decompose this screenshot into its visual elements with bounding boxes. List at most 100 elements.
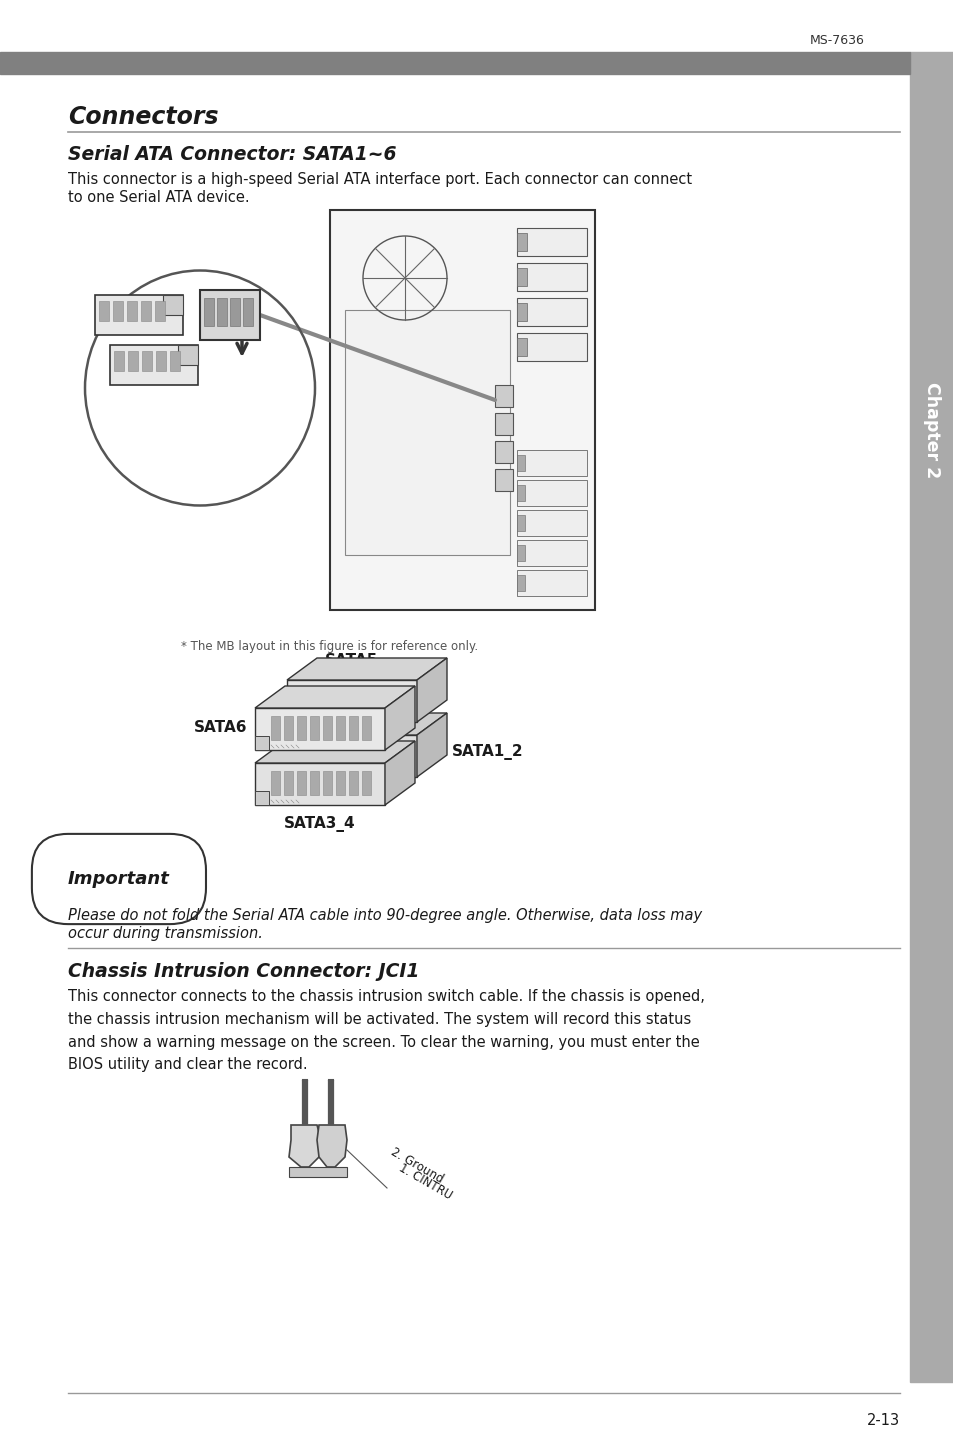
Bar: [394, 743, 402, 768]
Bar: [517, 268, 526, 286]
Bar: [216, 298, 227, 326]
Bar: [517, 304, 526, 321]
Text: Please do not fold the Serial ATA cable into 90-degree angle. Otherwise, data lo: Please do not fold the Serial ATA cable …: [68, 908, 701, 924]
Bar: [394, 687, 402, 712]
Text: to one Serial ATA device.: to one Serial ATA device.: [68, 190, 250, 205]
Polygon shape: [287, 763, 301, 778]
Bar: [141, 301, 151, 321]
Bar: [517, 576, 524, 591]
Bar: [271, 716, 280, 740]
Bar: [361, 716, 371, 740]
Bar: [0, 52, 909, 74]
Bar: [909, 52, 953, 1382]
Text: MS-7636: MS-7636: [809, 34, 864, 47]
Bar: [154, 301, 165, 321]
Bar: [517, 480, 586, 505]
Bar: [330, 211, 595, 610]
Text: This connector is a high-speed Serial ATA interface port. Each connector can con: This connector is a high-speed Serial AT…: [68, 172, 691, 188]
Bar: [289, 1167, 347, 1177]
Bar: [170, 351, 180, 371]
Text: Important: Important: [68, 871, 170, 888]
Polygon shape: [200, 291, 260, 339]
Bar: [495, 385, 513, 407]
Bar: [315, 687, 325, 712]
Polygon shape: [254, 707, 385, 750]
Bar: [113, 351, 124, 371]
Bar: [517, 516, 524, 531]
Bar: [341, 687, 351, 712]
Bar: [517, 298, 586, 326]
Bar: [335, 716, 345, 740]
Polygon shape: [254, 790, 269, 805]
Polygon shape: [289, 1126, 320, 1167]
Bar: [323, 716, 332, 740]
Polygon shape: [254, 740, 415, 763]
Polygon shape: [287, 735, 416, 778]
Bar: [361, 770, 371, 795]
Bar: [315, 743, 325, 768]
Polygon shape: [163, 295, 183, 315]
Text: 1. CINTRU: 1. CINTRU: [396, 1161, 455, 1201]
Bar: [303, 687, 312, 712]
Polygon shape: [385, 740, 415, 805]
Bar: [517, 546, 524, 561]
Text: SATA1_2: SATA1_2: [452, 745, 523, 760]
Polygon shape: [254, 686, 415, 707]
Bar: [380, 743, 390, 768]
Bar: [310, 716, 318, 740]
Bar: [368, 687, 376, 712]
Polygon shape: [385, 686, 415, 750]
Bar: [355, 743, 364, 768]
Text: This connector connects to the chassis intrusion switch cable. If the chassis is: This connector connects to the chassis i…: [68, 990, 704, 1073]
Polygon shape: [416, 713, 447, 778]
Bar: [230, 298, 240, 326]
Bar: [156, 351, 166, 371]
Bar: [310, 770, 318, 795]
Bar: [345, 309, 510, 556]
Bar: [142, 351, 152, 371]
Bar: [517, 263, 586, 291]
Bar: [517, 485, 524, 501]
Bar: [495, 470, 513, 491]
Polygon shape: [254, 763, 385, 805]
Bar: [296, 716, 306, 740]
Polygon shape: [178, 345, 198, 365]
Bar: [204, 298, 213, 326]
Bar: [517, 510, 586, 536]
Text: SATA5: SATA5: [325, 653, 378, 667]
Polygon shape: [416, 657, 447, 722]
Bar: [127, 301, 137, 321]
Bar: [349, 770, 357, 795]
Bar: [284, 716, 293, 740]
Bar: [323, 770, 332, 795]
Polygon shape: [287, 713, 447, 735]
Text: 2. Ground: 2. Ground: [389, 1146, 446, 1186]
Bar: [517, 450, 586, 475]
Bar: [271, 770, 280, 795]
Bar: [517, 455, 524, 471]
Bar: [329, 743, 337, 768]
Bar: [495, 412, 513, 435]
Text: occur during transmission.: occur during transmission.: [68, 927, 263, 941]
Bar: [99, 301, 109, 321]
Text: 2-13: 2-13: [866, 1413, 899, 1428]
Bar: [329, 687, 337, 712]
Polygon shape: [110, 345, 198, 385]
Polygon shape: [287, 707, 301, 722]
Bar: [517, 334, 586, 361]
Bar: [349, 716, 357, 740]
Bar: [517, 233, 526, 251]
Bar: [517, 228, 586, 256]
Bar: [517, 540, 586, 566]
Polygon shape: [95, 295, 183, 335]
Text: SATA3_4: SATA3_4: [284, 816, 355, 832]
Text: SATA6: SATA6: [193, 720, 247, 736]
Bar: [341, 743, 351, 768]
Text: Serial ATA Connector: SATA1~6: Serial ATA Connector: SATA1~6: [68, 145, 396, 165]
Bar: [517, 338, 526, 357]
Text: Connectors: Connectors: [68, 105, 218, 129]
Text: Chapter 2: Chapter 2: [923, 382, 940, 478]
Bar: [368, 743, 376, 768]
Bar: [355, 687, 364, 712]
Text: * The MB layout in this figure is for reference only.: * The MB layout in this figure is for re…: [181, 640, 478, 653]
